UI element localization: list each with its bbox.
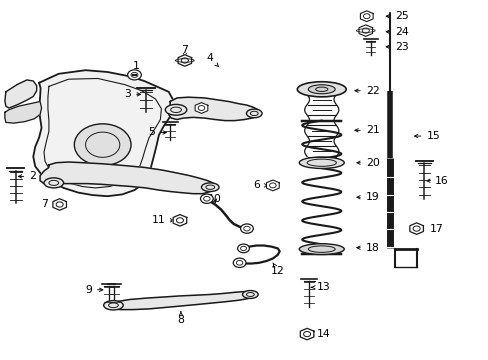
Text: 1: 1 — [132, 60, 139, 75]
Text: 20: 20 — [356, 158, 379, 168]
Circle shape — [127, 70, 141, 80]
Text: 7: 7 — [41, 199, 56, 210]
Text: 6: 6 — [180, 103, 195, 113]
Polygon shape — [40, 162, 215, 194]
Text: 11: 11 — [151, 215, 173, 225]
Text: 16: 16 — [426, 176, 448, 186]
Text: 18: 18 — [356, 243, 379, 253]
Text: 24: 24 — [386, 27, 408, 37]
Ellipse shape — [103, 301, 123, 310]
Text: 14: 14 — [310, 329, 330, 339]
Ellipse shape — [246, 109, 262, 118]
Polygon shape — [173, 215, 186, 226]
Text: 12: 12 — [270, 263, 284, 276]
Polygon shape — [178, 55, 191, 66]
Circle shape — [237, 244, 249, 253]
Text: 3: 3 — [124, 89, 140, 99]
Text: 17: 17 — [420, 224, 442, 234]
Polygon shape — [409, 223, 423, 234]
Text: 21: 21 — [354, 125, 379, 135]
Circle shape — [74, 124, 131, 166]
Text: 8: 8 — [177, 312, 184, 325]
Ellipse shape — [44, 178, 63, 188]
Polygon shape — [53, 199, 66, 210]
Polygon shape — [195, 103, 207, 113]
Text: 25: 25 — [386, 11, 408, 21]
Text: 22: 22 — [354, 86, 379, 96]
Ellipse shape — [201, 183, 219, 192]
Polygon shape — [5, 80, 37, 108]
Ellipse shape — [299, 157, 344, 168]
Circle shape — [240, 224, 253, 233]
Text: 2: 2 — [19, 171, 36, 181]
Polygon shape — [358, 25, 372, 36]
Text: 23: 23 — [386, 42, 408, 52]
Polygon shape — [360, 11, 372, 22]
Polygon shape — [300, 328, 313, 340]
Ellipse shape — [308, 85, 335, 94]
Ellipse shape — [165, 104, 186, 115]
Text: 5: 5 — [148, 127, 166, 138]
Polygon shape — [33, 70, 173, 196]
Text: 19: 19 — [356, 192, 379, 202]
Polygon shape — [5, 102, 41, 123]
Text: 13: 13 — [311, 282, 330, 292]
Text: 9: 9 — [85, 285, 102, 295]
Text: 15: 15 — [414, 131, 439, 141]
Ellipse shape — [299, 244, 344, 255]
Polygon shape — [105, 292, 255, 310]
Ellipse shape — [297, 82, 346, 97]
Text: 4: 4 — [206, 53, 218, 67]
Text: 6: 6 — [253, 180, 267, 190]
Polygon shape — [266, 180, 279, 191]
Circle shape — [233, 258, 245, 267]
Text: 7: 7 — [181, 45, 188, 58]
Polygon shape — [168, 97, 260, 121]
Circle shape — [200, 194, 213, 203]
Text: 10: 10 — [208, 194, 222, 204]
Ellipse shape — [242, 291, 258, 298]
